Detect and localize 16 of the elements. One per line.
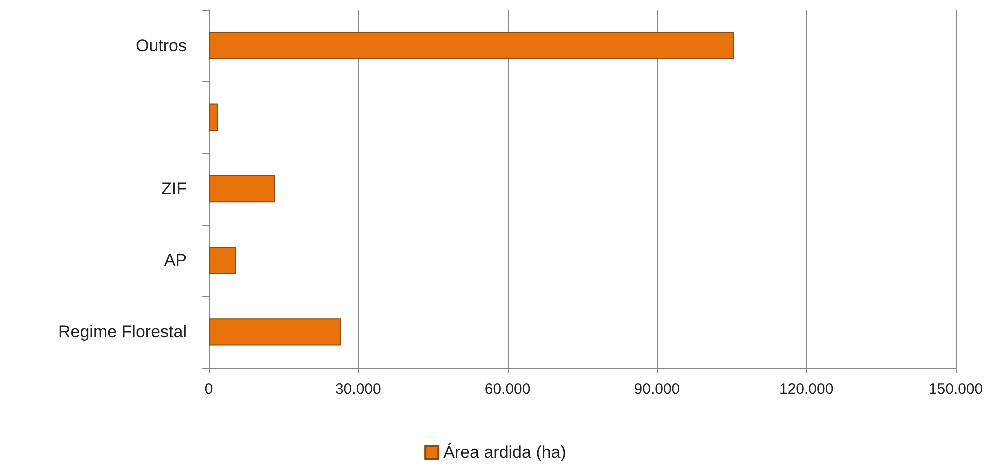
- x-tick-label: 90.000: [634, 381, 680, 398]
- x-tick-label: 30.000: [335, 381, 382, 398]
- bar: [209, 318, 341, 346]
- bar: [209, 175, 276, 203]
- y-tick-label: AP: [164, 251, 187, 270]
- y-tick-label: Regime Florestal: [58, 322, 187, 342]
- x-tick-label: 120.000: [779, 381, 834, 398]
- y-tick-label: Outros: [136, 36, 187, 56]
- bar: [209, 246, 236, 274]
- x-tick-label: 150.000: [928, 381, 984, 398]
- bar: [209, 104, 218, 132]
- x-tick-label: 0: [204, 381, 214, 398]
- x-tick-label: 60.000: [484, 381, 531, 398]
- bar: [209, 32, 734, 60]
- legend-label: Área ardida (ha): [444, 443, 566, 462]
- y-tick-label: ZIF: [162, 180, 187, 198]
